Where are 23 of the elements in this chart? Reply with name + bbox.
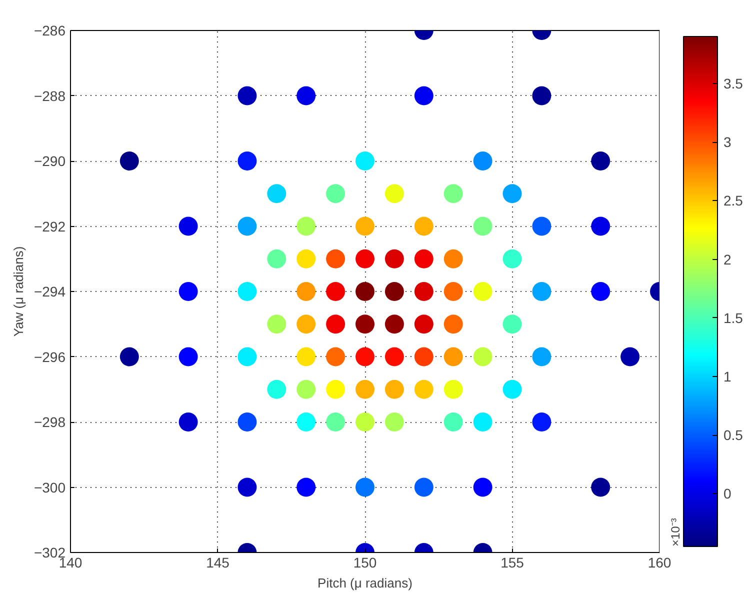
y-tick-label: −290: [34, 153, 66, 169]
color-bar-label: 1: [724, 368, 732, 384]
x-tick-label: 150: [353, 554, 377, 570]
color-bar-label: 3.5: [724, 75, 744, 92]
color-bar-label: 0: [724, 486, 732, 502]
y-axis-title: Yaw (μ radians): [10, 246, 26, 337]
color-bar-label: 2: [724, 251, 732, 268]
color-bar-label: 2.5: [724, 192, 744, 209]
color-bar-title: ×10⁻³: [668, 518, 682, 546]
x-tick-label: 160: [648, 554, 672, 570]
x-axis-title: Pitch (μ radians): [318, 576, 412, 590]
y-tick-label: −296: [34, 348, 66, 365]
y-tick-label: −300: [34, 479, 66, 496]
y-tick-label: −294: [34, 284, 66, 300]
y-tick-label: −288: [34, 88, 66, 104]
y-tick-label: −292: [34, 218, 66, 234]
x-tick-label: 145: [206, 554, 230, 570]
y-tick-label: −286: [34, 22, 66, 38]
x-tick-label: 155: [500, 554, 524, 570]
color-bar-label: 1.5: [724, 310, 744, 326]
color-bar-label: 3: [724, 134, 732, 150]
y-tick-label: −298: [34, 414, 66, 430]
color-bar-label: 0.5: [724, 427, 744, 444]
